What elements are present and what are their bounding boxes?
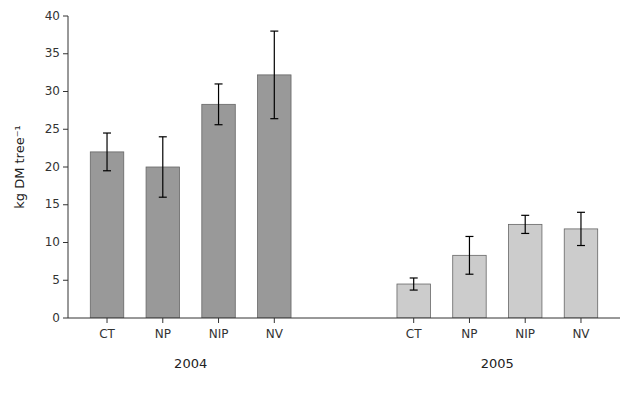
- y-tick-label: 40: [45, 9, 60, 23]
- error-line: [274, 31, 275, 119]
- group-label: 2004: [174, 356, 207, 371]
- error-line: [580, 212, 581, 245]
- error-line: [162, 137, 163, 197]
- x-tick-label: CT: [406, 327, 422, 341]
- error-bar: [103, 133, 111, 171]
- error-line: [413, 278, 414, 290]
- y-tick: [63, 204, 68, 205]
- y-tick-label: 10: [45, 235, 60, 249]
- x-tick-label: NV: [266, 327, 284, 341]
- error-bar: [410, 278, 418, 290]
- error-cap: [521, 215, 529, 216]
- error-line: [106, 133, 107, 171]
- error-cap: [215, 124, 223, 125]
- error-cap: [159, 136, 167, 137]
- y-tick: [63, 53, 68, 54]
- x-axis-line: [68, 318, 620, 319]
- x-tick: [162, 318, 163, 323]
- y-tick-label: 15: [45, 197, 60, 211]
- bars: [90, 31, 597, 318]
- error-bar: [465, 236, 473, 274]
- y-tick-label: 25: [45, 122, 60, 136]
- x-tick: [413, 318, 414, 323]
- x-tick-label: NP: [155, 327, 171, 341]
- error-cap: [521, 233, 529, 234]
- bar: [202, 104, 235, 318]
- error-cap: [270, 31, 278, 32]
- x-tick-label: CT: [99, 327, 115, 341]
- error-cap: [103, 132, 111, 133]
- error-cap: [103, 170, 111, 171]
- y-tick: [63, 167, 68, 168]
- group-label: 2005: [481, 356, 514, 371]
- y-axis-label: kg DM tree⁻¹: [12, 125, 27, 209]
- x-tick-label: NV: [572, 327, 590, 341]
- error-line: [469, 236, 470, 274]
- x-tick-label: NIP: [515, 327, 535, 341]
- error-cap: [577, 212, 585, 213]
- error-bar: [215, 84, 223, 125]
- x-tick: [274, 318, 275, 323]
- error-cap: [410, 277, 418, 278]
- error-bar: [270, 31, 278, 119]
- y-tick: [63, 242, 68, 243]
- y-tick-label: 5: [52, 273, 60, 287]
- y-tick: [63, 91, 68, 92]
- error-bar: [521, 215, 529, 233]
- error-cap: [159, 197, 167, 198]
- error-cap: [465, 236, 473, 237]
- error-line: [218, 84, 219, 125]
- x-tick: [107, 318, 108, 323]
- error-cap: [270, 118, 278, 119]
- x-tick: [218, 318, 219, 323]
- x-tick: [525, 318, 526, 323]
- error-cap: [465, 274, 473, 275]
- error-bar: [159, 137, 167, 197]
- error-cap: [410, 289, 418, 290]
- y-tick: [63, 318, 68, 319]
- y-tick-label: 0: [52, 311, 60, 325]
- bar: [508, 224, 541, 318]
- error-cap: [577, 245, 585, 246]
- bar: [90, 152, 123, 318]
- y-tick-label: 35: [45, 46, 60, 60]
- chart-container: 0 5 10 15 20 25 30 35 40 CT NP NIP NV 2004 CT NP NIP NV 20…: [0, 0, 640, 396]
- y-tick-label: 30: [45, 84, 60, 98]
- error-line: [525, 215, 526, 233]
- x-tick-label: NIP: [209, 327, 229, 341]
- error-cap: [215, 83, 223, 84]
- chart: 0 5 10 15 20 25 30 35 40 CT NP NIP NV 2004 CT NP NIP NV 20…: [0, 0, 640, 396]
- x-tick: [469, 318, 470, 323]
- y-tick-label: 20: [45, 160, 60, 174]
- y-tick: [63, 129, 68, 130]
- y-tick: [63, 16, 68, 17]
- error-bar: [577, 212, 585, 245]
- y-tick: [63, 280, 68, 281]
- x-tick-label: NP: [461, 327, 477, 341]
- x-tick: [580, 318, 581, 323]
